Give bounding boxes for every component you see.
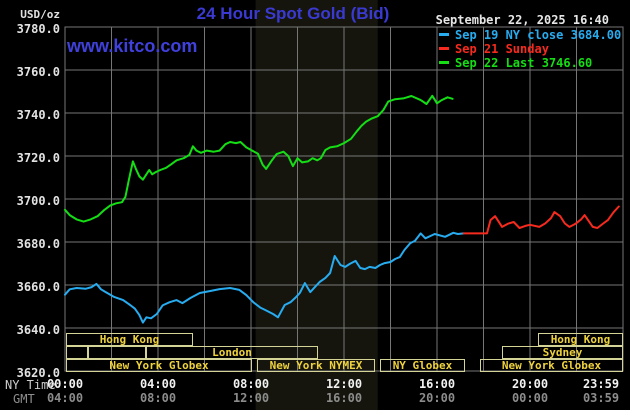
- y-tick-label: 3780.0: [16, 22, 60, 36]
- session-box-empty: [66, 346, 88, 359]
- gmt-tick-label: 00:00: [511, 391, 549, 405]
- gmt-tick-label: 08:00: [139, 391, 177, 405]
- legend-row: Sep 19 NY close 3684.00: [439, 27, 622, 42]
- session-box-ny-globex: NY Globex: [380, 359, 465, 372]
- session-box-hong-kong: Hong Kong: [66, 333, 193, 346]
- legend-row: Sep 21 Sunday: [439, 41, 549, 56]
- y-tick-label: 3740.0: [16, 108, 60, 122]
- price-line-sep-19: [64, 231, 465, 324]
- legend-dash-icon: [439, 47, 449, 50]
- legend-label: Sep 22 Last 3746.60: [455, 55, 593, 70]
- ny-time-tick-label: 12:00: [325, 377, 363, 391]
- chart-title: 24 Hour Spot Gold (Bid): [196, 4, 390, 23]
- ny-time-tick-label: 16:00: [418, 377, 456, 391]
- y-tick-label: 3760.0: [16, 65, 60, 79]
- legend-dash-icon: [439, 61, 449, 64]
- y-tick-label: 3620.0: [16, 366, 60, 380]
- legend-row: Sep 22 Last 3746.60: [439, 55, 593, 70]
- gmt-tick-label: 20:00: [418, 391, 456, 405]
- ny-time-tick-label: 04:00: [139, 377, 177, 391]
- session-box-new-york-globex: New York Globex: [480, 359, 623, 372]
- session-box-new-york-nymex: New York NYMEX: [257, 359, 375, 372]
- nymex-session-band: [255, 0, 378, 410]
- legend-dash-icon: [439, 33, 449, 36]
- gmt-tick-label: 03:59: [582, 391, 620, 405]
- y-tick-label: 3720.0: [16, 151, 60, 165]
- unit-label: USD/oz: [20, 8, 60, 21]
- session-box-sydney: Sydney: [502, 346, 623, 359]
- y-tick-label: 3640.0: [16, 323, 60, 337]
- gmt-tick-label: 04:00: [46, 391, 84, 405]
- ny-time-tick-label: 00:00: [46, 377, 84, 391]
- gmt-tick-label: 12:00: [232, 391, 270, 405]
- ny-time-tick-label: 08:00: [232, 377, 270, 391]
- datetime-label: September 22, 2025 16:40: [435, 13, 609, 27]
- gmt-axis-label: GMT: [13, 392, 35, 406]
- gmt-tick-label: 16:00: [325, 391, 363, 405]
- y-tick-label: 3680.0: [16, 237, 60, 251]
- legend-label: Sep 21 Sunday: [455, 41, 549, 56]
- session-box-hong-kong: Hong Kong: [538, 333, 623, 346]
- session-box-empty: [88, 346, 146, 359]
- price-line-sep-21: [462, 205, 620, 235]
- y-tick-label: 3660.0: [16, 280, 60, 294]
- y-tick-label: 3700.0: [16, 194, 60, 208]
- kitco-watermark-link: www.kitco.com: [67, 36, 198, 56]
- session-box-new-york-globex: New York Globex: [66, 359, 252, 372]
- ny-time-tick-label: 23:59: [582, 377, 620, 391]
- session-box-london: London: [146, 346, 318, 359]
- ny-time-tick-label: 20:00: [511, 377, 549, 391]
- price-line-sep-22: [64, 94, 454, 223]
- ny-time-axis-label: NY Time: [5, 378, 56, 392]
- legend-label: Sep 19 NY close 3684.00: [455, 27, 622, 42]
